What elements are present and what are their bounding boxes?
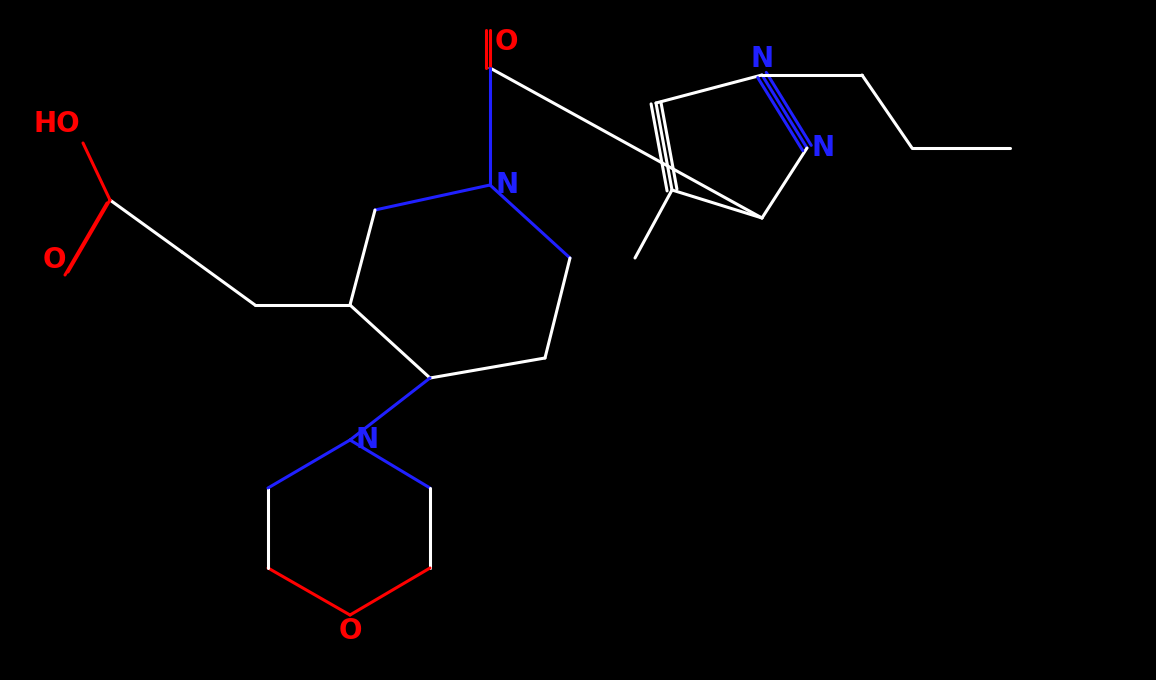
Text: N: N bbox=[355, 426, 378, 454]
Text: N: N bbox=[495, 171, 518, 199]
Text: N: N bbox=[812, 134, 835, 162]
Text: O: O bbox=[339, 617, 362, 645]
Text: O: O bbox=[43, 246, 66, 274]
Text: HO: HO bbox=[34, 110, 80, 138]
Text: O: O bbox=[495, 28, 519, 56]
Text: N: N bbox=[750, 45, 773, 73]
